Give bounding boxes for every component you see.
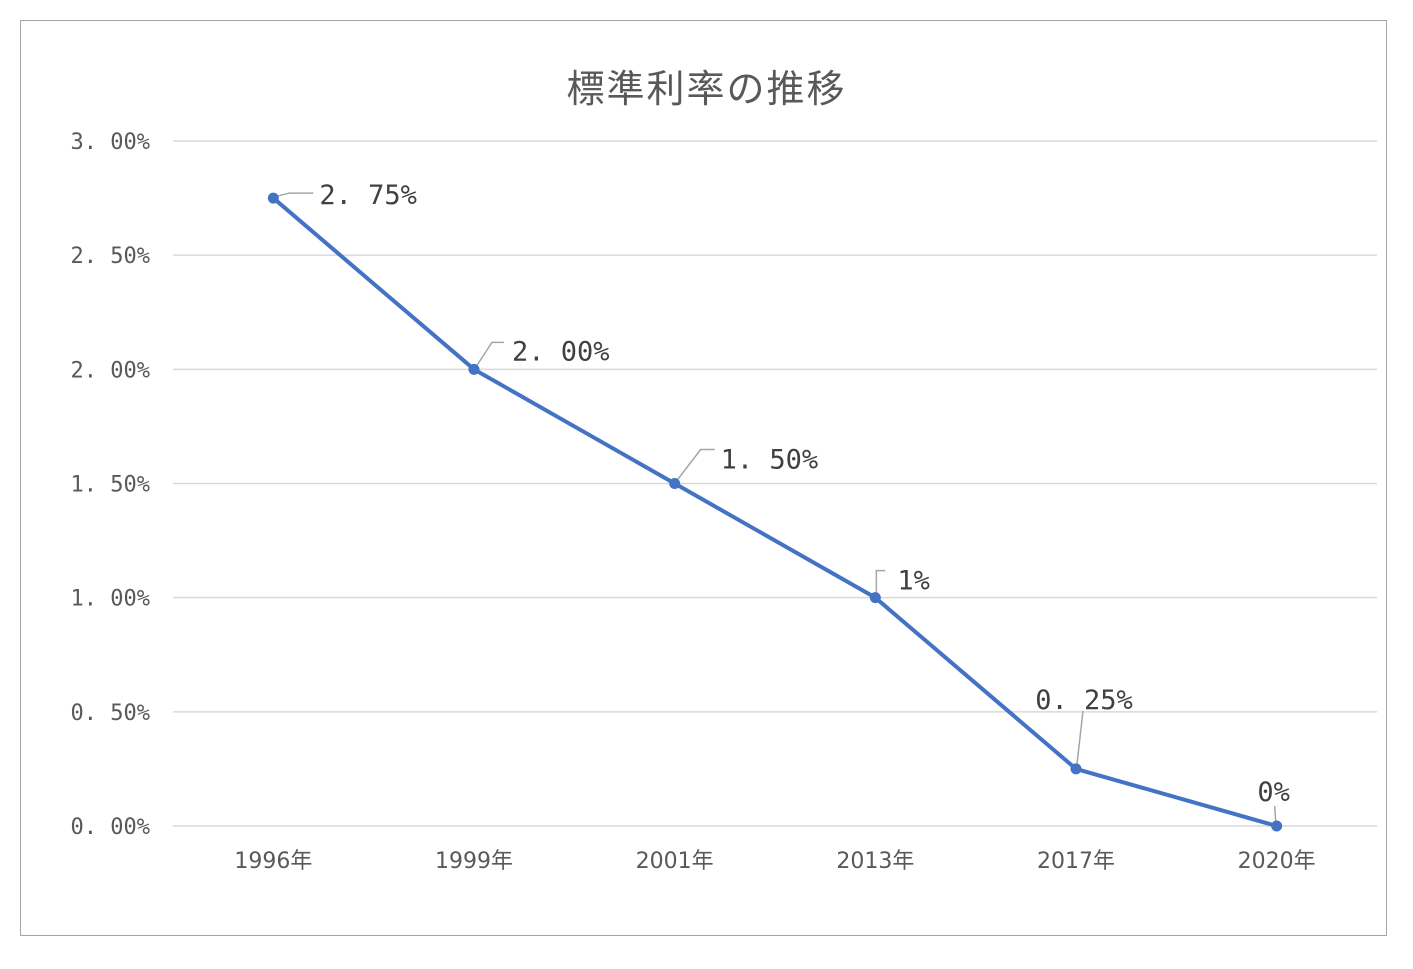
data-label-leader: [677, 448, 715, 480]
data-label: 2. 75%: [319, 180, 417, 211]
x-tick-label: 1996年: [234, 849, 312, 874]
y-tick-label: 2. 00%: [71, 358, 150, 383]
chart-frame: [20, 20, 1387, 936]
x-tick-label: 2017年: [1037, 849, 1115, 874]
series-line: [271, 196, 1279, 828]
y-tick-label: 1. 50%: [71, 473, 150, 498]
y-axis-tick-labels: 0. 00% 0. 50% 1. 00% 1. 50% 2. 00% 2. 50% 3. 0…: [71, 130, 150, 840]
data-label-leader: [1076, 710, 1084, 765]
chart-title: 標準利率の推移: [566, 67, 847, 111]
gridlines: [173, 140, 1377, 827]
data-label-leader: [1273, 805, 1277, 822]
x-tick-label: 2013年: [836, 849, 914, 874]
data-points: [267, 192, 1283, 832]
x-axis-tick-labels: 1996年 1999年 2001年 2013年 2017年 2020年: [234, 849, 1315, 874]
data-point: [1271, 820, 1283, 832]
x-tick-label: 2020年: [1238, 849, 1316, 874]
x-tick-label: 2001年: [636, 849, 714, 874]
data-label: 1%: [897, 566, 930, 597]
data-label: 0%: [1257, 777, 1290, 808]
data-point: [267, 192, 279, 204]
y-tick-label: 1. 00%: [71, 587, 150, 612]
data-label: 2. 00%: [512, 336, 610, 367]
data-point: [1070, 763, 1082, 775]
y-tick-label: 0. 50%: [71, 701, 150, 726]
data-label: 1. 50%: [721, 445, 819, 476]
data-point: [669, 478, 681, 489]
data-label-leader: [476, 341, 504, 366]
y-tick-label: 2. 50%: [71, 244, 150, 269]
data-label-leader: [875, 569, 886, 593]
y-tick-label: 3. 00%: [71, 130, 150, 155]
data-label-leader-lines: [277, 192, 1277, 822]
y-tick-label: 0. 00%: [71, 815, 150, 840]
series-line-layer: [271, 196, 1279, 828]
x-tick-label: 1999年: [435, 849, 513, 874]
data-point: [869, 592, 881, 604]
data-label-leader: [277, 192, 314, 197]
data-point: [468, 363, 480, 375]
data-label: 0. 25%: [1035, 685, 1133, 716]
data-labels: 2. 75% 2. 00% 1. 50% 1% 0. 25% 0%: [319, 180, 1290, 808]
